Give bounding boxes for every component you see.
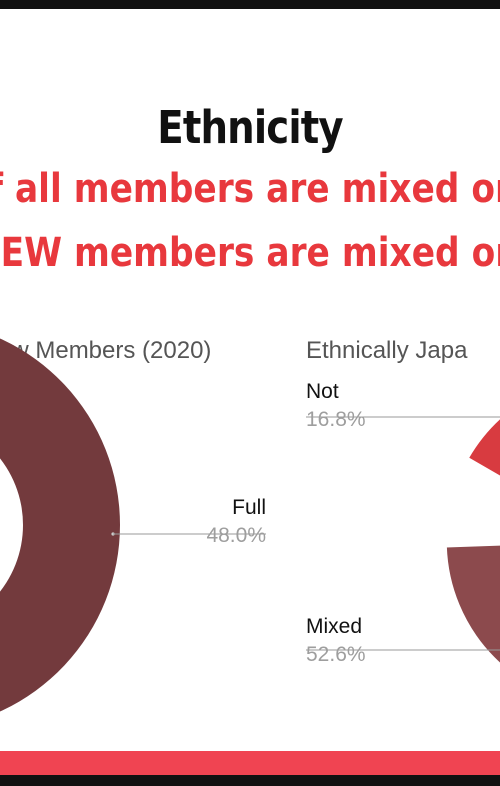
charts-canvas xyxy=(0,338,500,712)
pie-slice-other xyxy=(445,544,500,665)
donut-slice-full xyxy=(0,338,120,712)
donut-label-full-name: Full xyxy=(232,496,266,519)
slide-subtitle-line-2: IEW members are mixed or xyxy=(0,230,500,276)
slide-subtitle-line-1: f all members are mixed or xyxy=(0,166,500,212)
pie-label-not: Not 16.8% xyxy=(306,380,366,432)
pie-slice-not xyxy=(467,417,500,478)
pie-chart-title: Ethnically Japa xyxy=(306,337,468,364)
pie-label-not-name: Not xyxy=(306,380,339,403)
pie-label-mixed: Mixed 52.6% xyxy=(306,615,366,667)
slide: Ethnicity f all members are mixed or IEW… xyxy=(0,9,500,775)
donut-label-full-value: 48.0% xyxy=(206,524,266,547)
leader-lines xyxy=(111,416,500,651)
pie-label-not-value: 16.8% xyxy=(306,408,366,431)
pie-label-mixed-name: Mixed xyxy=(306,615,363,638)
pie-label-mixed-value: 52.6% xyxy=(306,643,366,666)
bottom-accent-bar xyxy=(0,751,500,775)
donut-label-full: Full 48.0% xyxy=(196,496,266,548)
donut-chart xyxy=(0,338,120,712)
pie-chart xyxy=(445,417,500,665)
slide-title: Ethnicity xyxy=(157,101,343,154)
